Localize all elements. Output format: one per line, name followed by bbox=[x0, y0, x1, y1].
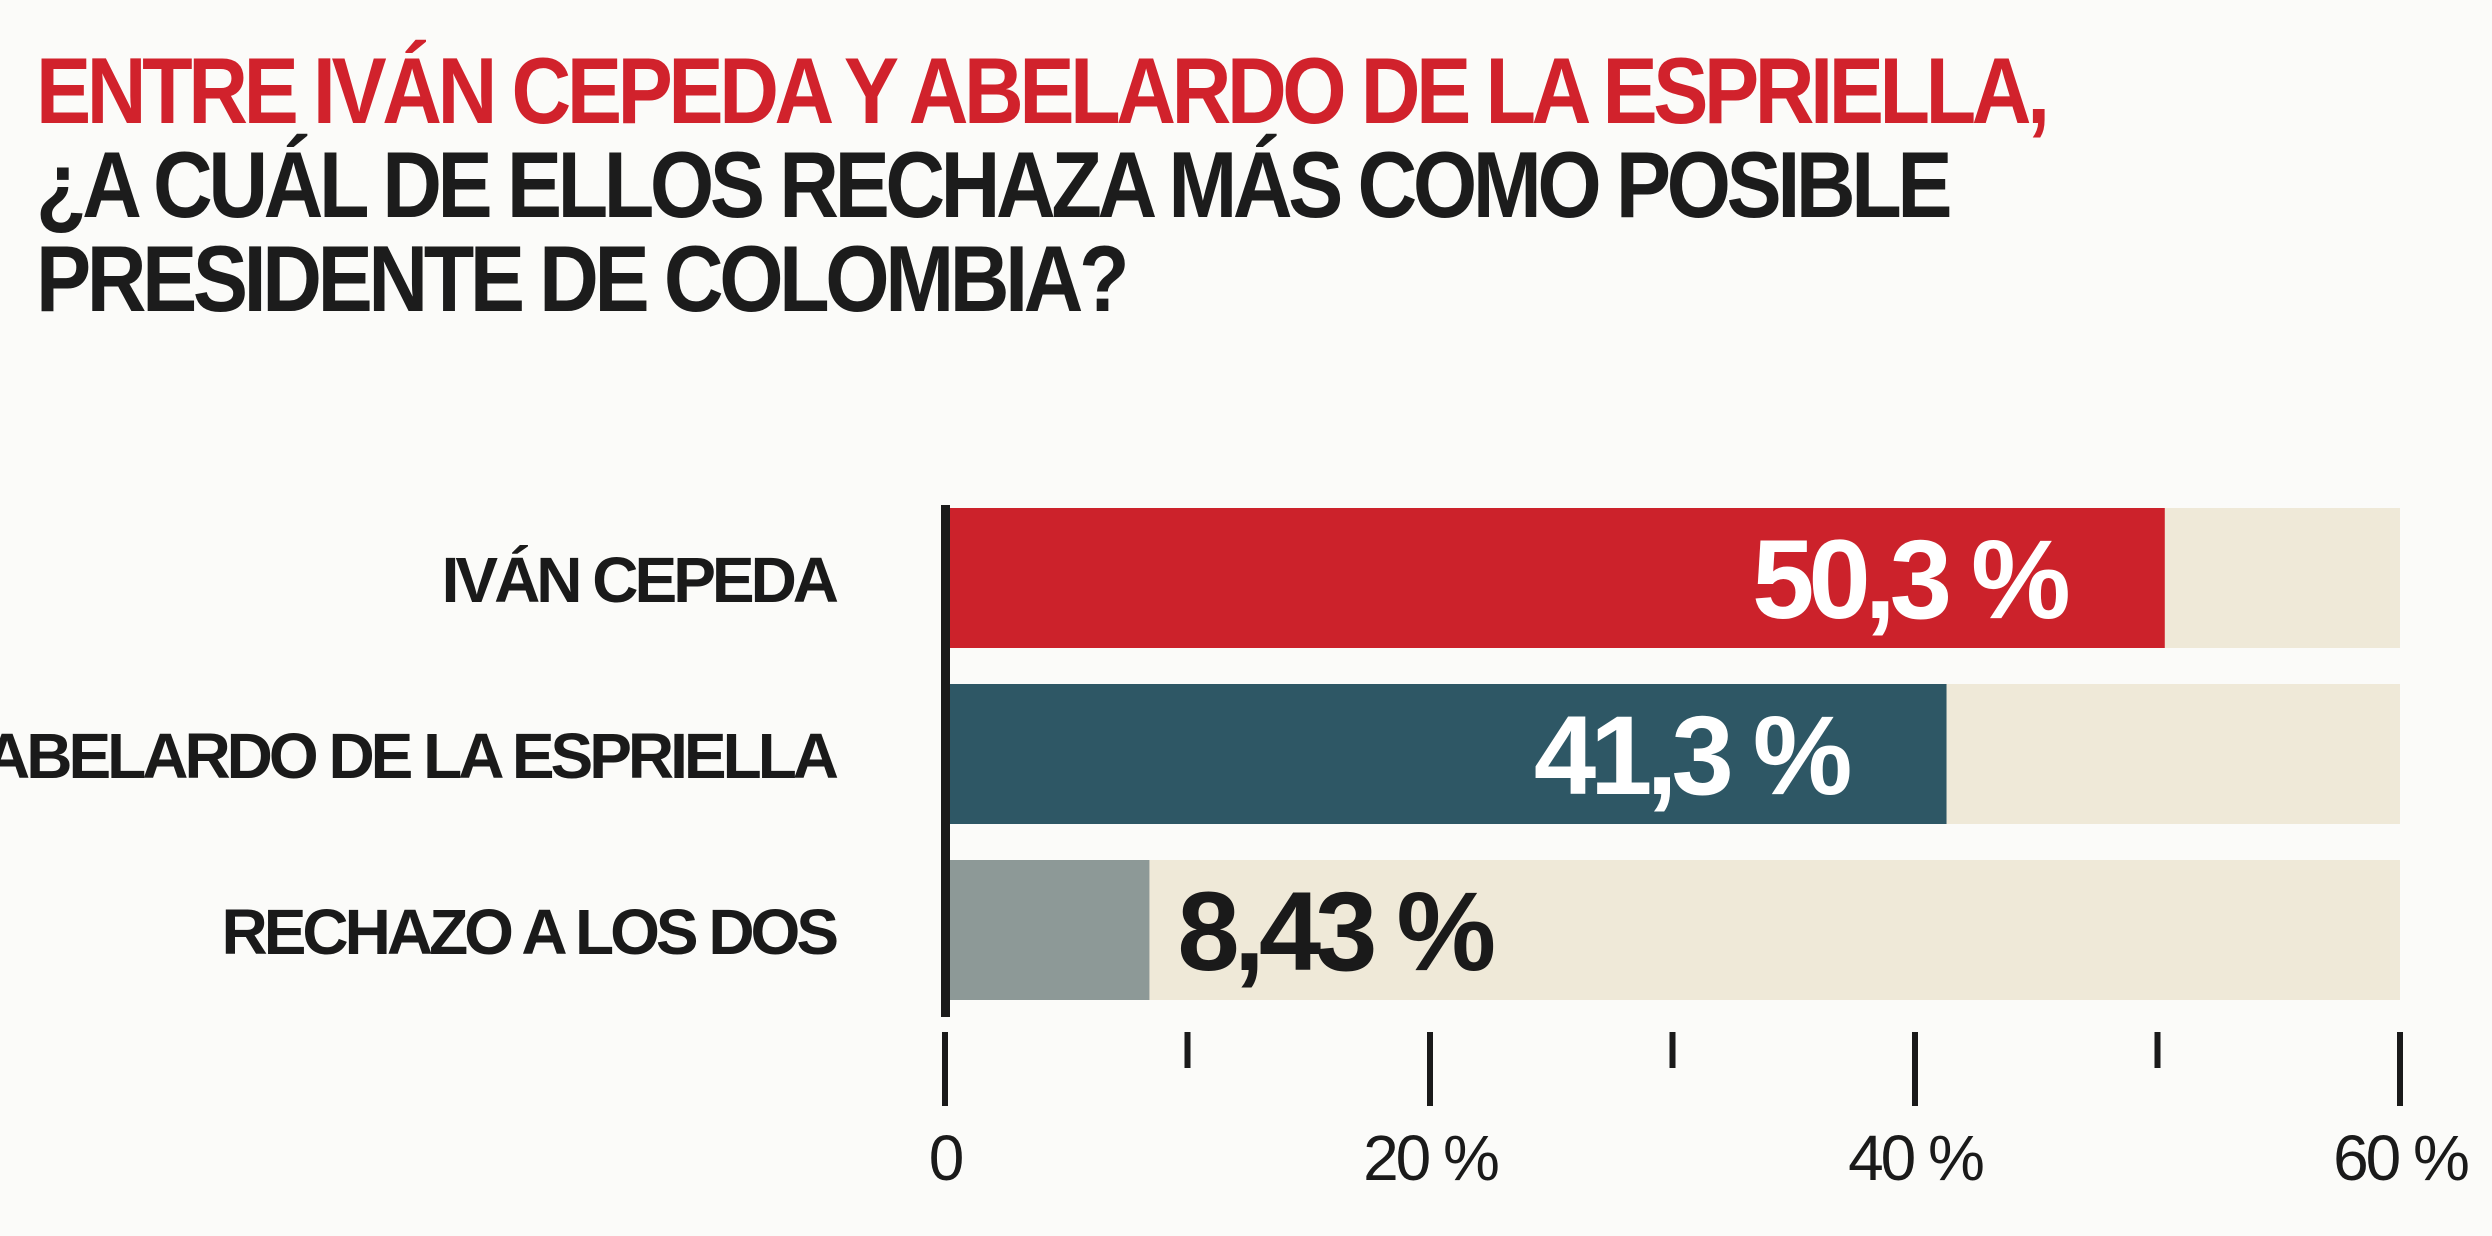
value-labels: 50,3 % 41,3 % 8,43 % bbox=[1177, 517, 2074, 994]
title-line-2: ¿A CUÁL DE ELLOS RECHAZA MÁS COMO POSIBL… bbox=[36, 132, 1953, 237]
x-axis: 0 20 % 40 % 60 % bbox=[929, 505, 2471, 1194]
category-label: IVÁN CEPEDA bbox=[442, 544, 838, 616]
category-label: RECHAZO A LOS DOS bbox=[222, 896, 838, 968]
tick-label: 40 % bbox=[1848, 1122, 1983, 1194]
tick-label: 60 % bbox=[2333, 1122, 2468, 1194]
tick-label: 20 % bbox=[1363, 1122, 1498, 1194]
major-tick bbox=[1912, 1032, 1918, 1106]
title-line-3: PRESIDENTE DE COLOMBIA? bbox=[36, 226, 1130, 331]
value-label: 50,3 % bbox=[1752, 517, 2068, 642]
major-tick bbox=[1427, 1032, 1433, 1106]
axis-baseline bbox=[941, 505, 950, 1017]
bar bbox=[945, 508, 2165, 648]
value-label: 41,3 % bbox=[1534, 693, 1850, 818]
minor-tick bbox=[1669, 1032, 1676, 1068]
category-labels: IVÁN CEPEDA ABELARDO DE LA ESPRIELLA RECHA… bbox=[0, 544, 842, 968]
chart-title: ENTRE IVÁN CEPEDA Y ABELARDO DE LA ESPRI… bbox=[36, 38, 2050, 331]
title-line-1: ENTRE IVÁN CEPEDA Y ABELARDO DE LA ESPRI… bbox=[36, 38, 2050, 143]
major-tick bbox=[942, 1032, 948, 1106]
bars bbox=[945, 508, 2165, 1000]
bar bbox=[945, 684, 1947, 824]
category-label: ABELARDO DE LA ESPRIELLA bbox=[0, 720, 838, 792]
minor-tick bbox=[2154, 1032, 2161, 1068]
minor-tick bbox=[1184, 1032, 1191, 1068]
tick-label: 0 bbox=[929, 1122, 963, 1194]
value-label: 8,43 % bbox=[1177, 869, 1493, 994]
bar-track bbox=[945, 860, 2400, 1000]
major-tick bbox=[2397, 1032, 2403, 1106]
bar bbox=[945, 860, 1150, 1000]
